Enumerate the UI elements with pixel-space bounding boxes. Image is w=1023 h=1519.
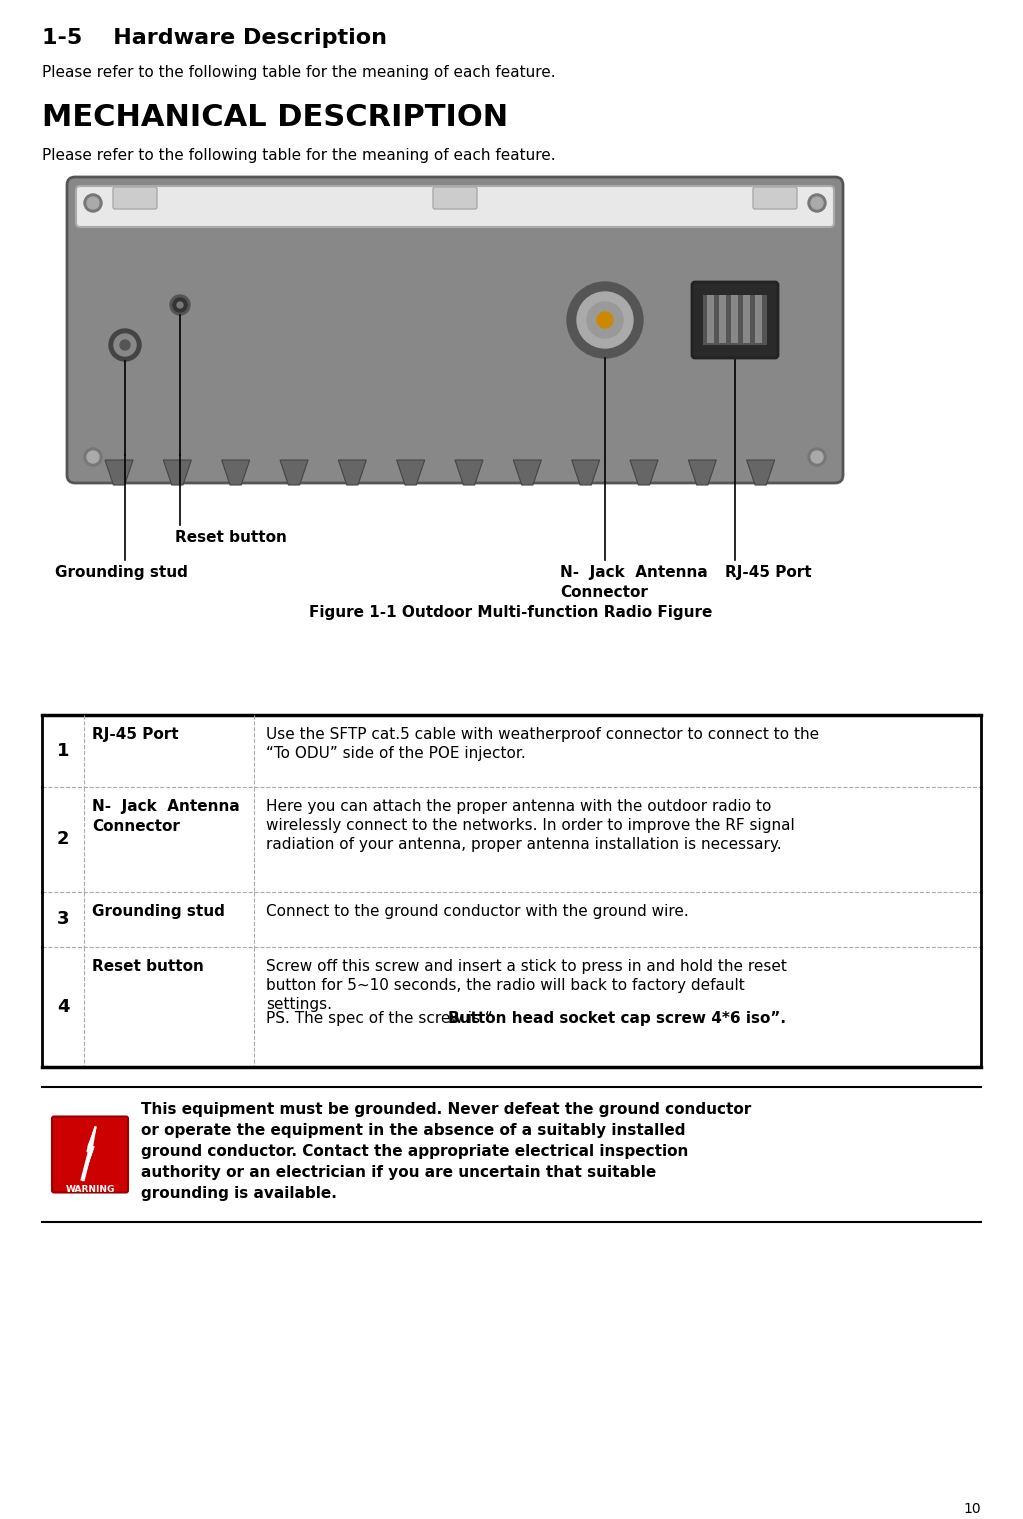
Bar: [755, 295, 762, 343]
FancyBboxPatch shape: [66, 178, 843, 483]
Text: Reset button: Reset button: [175, 530, 286, 545]
Polygon shape: [630, 460, 658, 485]
Text: Connector: Connector: [92, 819, 180, 834]
Circle shape: [87, 197, 99, 210]
Circle shape: [84, 194, 102, 213]
Circle shape: [587, 302, 623, 339]
Text: N-  Jack  Antenna
Connector: N- Jack Antenna Connector: [560, 565, 708, 600]
Polygon shape: [339, 460, 366, 485]
Polygon shape: [81, 1127, 95, 1180]
Polygon shape: [82, 1127, 96, 1180]
Text: 1: 1: [56, 741, 70, 760]
Text: Grounding stud: Grounding stud: [92, 904, 225, 919]
Text: Grounding stud: Grounding stud: [55, 565, 188, 580]
Circle shape: [84, 448, 102, 466]
FancyBboxPatch shape: [753, 187, 797, 210]
Text: MECHANICAL DESCRIPTION: MECHANICAL DESCRIPTION: [42, 103, 508, 132]
Polygon shape: [455, 460, 483, 485]
Circle shape: [120, 340, 130, 349]
Circle shape: [567, 283, 643, 358]
Polygon shape: [747, 460, 774, 485]
Polygon shape: [164, 460, 191, 485]
Text: 4: 4: [56, 998, 70, 1016]
Bar: [743, 295, 750, 343]
Circle shape: [173, 298, 187, 311]
FancyBboxPatch shape: [692, 283, 779, 358]
Circle shape: [597, 311, 613, 328]
Circle shape: [577, 292, 633, 348]
Circle shape: [114, 334, 136, 355]
Text: Connect to the ground conductor with the ground wire.: Connect to the ground conductor with the…: [266, 904, 688, 919]
Polygon shape: [514, 460, 541, 485]
Polygon shape: [280, 460, 308, 485]
Text: Here you can attach the proper antenna with the outdoor radio to
wirelessly conn: Here you can attach the proper antenna w…: [266, 799, 795, 852]
Text: This equipment must be grounded. Never defeat the ground conductor
or operate th: This equipment must be grounded. Never d…: [141, 1101, 751, 1202]
Polygon shape: [222, 460, 250, 485]
Polygon shape: [82, 1127, 96, 1180]
Text: Button head socket cap screw 4*6 iso”.: Button head socket cap screw 4*6 iso”.: [447, 1012, 786, 1025]
Text: RJ-45 Port: RJ-45 Port: [725, 565, 811, 580]
Polygon shape: [397, 460, 425, 485]
Circle shape: [177, 302, 183, 308]
Circle shape: [811, 197, 822, 210]
Text: 3: 3: [56, 910, 70, 928]
FancyBboxPatch shape: [76, 185, 834, 226]
Text: Please refer to the following table for the meaning of each feature.: Please refer to the following table for …: [42, 65, 555, 81]
Text: RJ-45 Port: RJ-45 Port: [92, 728, 179, 741]
Polygon shape: [688, 460, 716, 485]
Circle shape: [808, 194, 826, 213]
Text: 1-5    Hardware Description: 1-5 Hardware Description: [42, 27, 387, 49]
Text: Reset button: Reset button: [92, 958, 204, 974]
Circle shape: [87, 451, 99, 463]
Polygon shape: [105, 460, 133, 485]
FancyBboxPatch shape: [113, 187, 157, 210]
Text: N-  Jack  Antenna: N- Jack Antenna: [92, 799, 239, 814]
Circle shape: [109, 330, 141, 362]
Polygon shape: [572, 460, 599, 485]
Text: Screw off this screw and insert a stick to press in and hold the reset
button fo: Screw off this screw and insert a stick …: [266, 958, 787, 1012]
Text: 2: 2: [56, 831, 70, 849]
Text: Use the SFTP cat.5 cable with weatherproof connector to connect to the
“To ODU” : Use the SFTP cat.5 cable with weatherpro…: [266, 728, 819, 761]
Text: Please refer to the following table for the meaning of each feature.: Please refer to the following table for …: [42, 147, 555, 163]
Circle shape: [811, 451, 822, 463]
FancyBboxPatch shape: [433, 187, 477, 210]
FancyBboxPatch shape: [52, 1116, 128, 1192]
Bar: [703, 295, 767, 345]
Text: 10: 10: [964, 1502, 981, 1516]
Bar: [719, 295, 726, 343]
Text: Figure 1-1 Outdoor Multi-function Radio Figure: Figure 1-1 Outdoor Multi-function Radio …: [309, 605, 713, 620]
Circle shape: [808, 448, 826, 466]
Text: PS. The spec of the screw is “: PS. The spec of the screw is “: [266, 1012, 493, 1025]
Circle shape: [170, 295, 190, 314]
Bar: [707, 295, 714, 343]
Text: WARNING: WARNING: [65, 1185, 115, 1194]
Bar: [731, 295, 738, 343]
